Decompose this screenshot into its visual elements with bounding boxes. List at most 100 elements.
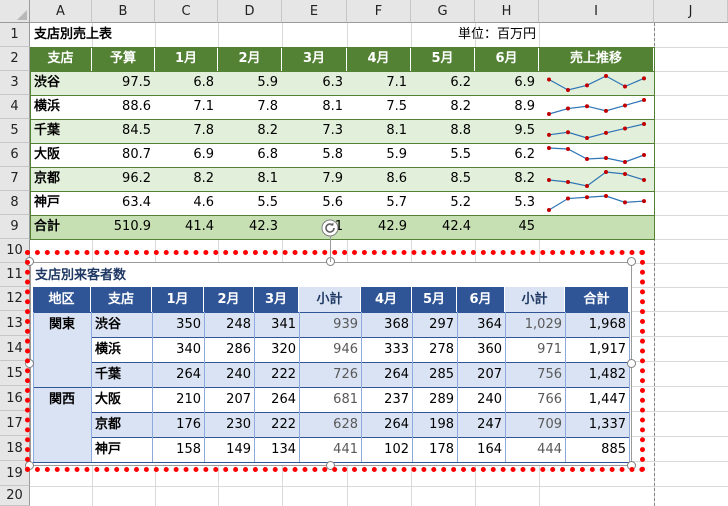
table1-month-cell[interactable]: 5.6: [282, 191, 347, 215]
table2-value-cell[interactable]: 264: [152, 362, 204, 387]
table1-month-cell[interactable]: 6.3: [282, 71, 347, 95]
table1-month-cell[interactable]: 8.6: [347, 167, 411, 191]
table2-value-cell[interactable]: 164: [457, 437, 505, 462]
column-header-c[interactable]: C: [155, 0, 218, 23]
row-header-8[interactable]: 8: [0, 191, 30, 215]
row-header-4[interactable]: 4: [0, 95, 30, 119]
table2-value-cell[interactable]: 285: [412, 362, 457, 387]
table2-value-cell[interactable]: 368: [361, 312, 412, 337]
table1-total-month[interactable]: 42.9: [347, 215, 411, 239]
table2-value-cell[interactable]: 1,337: [565, 412, 629, 437]
table1-month-cell[interactable]: 5.3: [475, 191, 539, 215]
column-header-j[interactable]: J: [654, 0, 728, 23]
row-header-20[interactable]: 20: [0, 486, 30, 506]
table1-month-cell[interactable]: 8.8: [411, 119, 475, 143]
table1-month-cell[interactable]: 7.8: [218, 95, 282, 119]
row-header-9[interactable]: 9: [0, 215, 30, 239]
table2-value-cell[interactable]: 946: [299, 337, 361, 362]
table2-branch-name[interactable]: 渋谷: [91, 312, 152, 337]
table1-budget-cell[interactable]: 80.7: [92, 143, 155, 167]
table2-value-cell[interactable]: 178: [412, 437, 457, 462]
table2-value-cell[interactable]: 628: [299, 412, 361, 437]
table2-value-cell[interactable]: 248: [204, 312, 254, 337]
table1-month-cell[interactable]: 6.2: [411, 71, 475, 95]
column-header-g[interactable]: G: [411, 0, 475, 23]
table1-month-cell[interactable]: 5.2: [411, 191, 475, 215]
table2-value-cell[interactable]: 1,029: [505, 312, 565, 337]
table1-month-cell[interactable]: 7.1: [347, 71, 411, 95]
table2-value-cell[interactable]: 207: [204, 387, 254, 412]
table2-value-cell[interactable]: 756: [505, 362, 565, 387]
table2-value-cell[interactable]: 222: [254, 412, 299, 437]
table2-value-cell[interactable]: 222: [254, 362, 299, 387]
table1-month-cell[interactable]: 8.1: [282, 95, 347, 119]
table1-budget-cell[interactable]: 96.2: [92, 167, 155, 191]
table1-month-cell[interactable]: 7.5: [347, 95, 411, 119]
table2-value-cell[interactable]: 240: [204, 362, 254, 387]
table2-branch-name[interactable]: 横浜: [91, 337, 152, 362]
table2-value-cell[interactable]: 210: [152, 387, 204, 412]
table2-value-cell[interactable]: 726: [299, 362, 361, 387]
column-header-i[interactable]: I: [539, 0, 654, 23]
table2-value-cell[interactable]: 149: [204, 437, 254, 462]
table2-value-cell[interactable]: 247: [457, 412, 505, 437]
table2-value-cell[interactable]: 340: [152, 337, 204, 362]
table2-value-cell[interactable]: 264: [254, 387, 299, 412]
table2-region-kanto[interactable]: 関東: [33, 312, 91, 387]
table2-branch-name[interactable]: 京都: [91, 412, 152, 437]
table2-value-cell[interactable]: 264: [361, 412, 412, 437]
table1-month-cell[interactable]: 7.9: [282, 167, 347, 191]
row-header-6[interactable]: 6: [0, 143, 30, 167]
select-all-corner[interactable]: [0, 0, 30, 23]
table1-total-label[interactable]: 合計: [30, 215, 92, 239]
column-header-a[interactable]: A: [30, 0, 92, 23]
column-header-e[interactable]: E: [282, 0, 347, 23]
table1-total-month[interactable]: 41.4: [155, 215, 218, 239]
table1-total-month[interactable]: 42.3: [218, 215, 282, 239]
table2-branch-name[interactable]: 大阪: [91, 387, 152, 412]
table2-value-cell[interactable]: 158: [152, 437, 204, 462]
table2-value-cell[interactable]: 939: [299, 312, 361, 337]
row-header-7[interactable]: 7: [0, 167, 30, 191]
table2-value-cell[interactable]: 176: [152, 412, 204, 437]
table2-value-cell[interactable]: 1,917: [565, 337, 629, 362]
table2-value-cell[interactable]: 289: [412, 387, 457, 412]
table2-value-cell[interactable]: 441: [299, 437, 361, 462]
table1-month-cell[interactable]: 5.8: [282, 143, 347, 167]
table1-branch-name[interactable]: 横浜: [30, 95, 92, 119]
table1-budget-cell[interactable]: 63.4: [92, 191, 155, 215]
table1-branch-name[interactable]: 神戸: [30, 191, 92, 215]
table2-value-cell[interactable]: 320: [254, 337, 299, 362]
table1-budget-cell[interactable]: 97.5: [92, 71, 155, 95]
table2-value-cell[interactable]: 971: [505, 337, 565, 362]
table2-value-cell[interactable]: 230: [204, 412, 254, 437]
table2-value-cell[interactable]: 237: [361, 387, 412, 412]
table1-month-cell[interactable]: 8.9: [475, 95, 539, 119]
table2-region-kansai[interactable]: 関西: [33, 387, 91, 462]
table1-branch-name[interactable]: 千葉: [30, 119, 92, 143]
row-header-3[interactable]: 3: [0, 71, 30, 95]
table1-month-cell[interactable]: 8.2: [155, 167, 218, 191]
table2-value-cell[interactable]: 198: [412, 412, 457, 437]
table2-branch-name[interactable]: 神戸: [91, 437, 152, 462]
table2-value-cell[interactable]: 240: [457, 387, 505, 412]
table1-month-cell[interactable]: 8.2: [411, 95, 475, 119]
table2-value-cell[interactable]: 333: [361, 337, 412, 362]
table2-value-cell[interactable]: 1,482: [565, 362, 629, 387]
row-header-5[interactable]: 5: [0, 119, 30, 143]
table1-month-cell[interactable]: 8.1: [347, 119, 411, 143]
table1-month-cell[interactable]: 8.1: [218, 167, 282, 191]
table1-branch-name[interactable]: 大阪: [30, 143, 92, 167]
table2-value-cell[interactable]: 134: [254, 437, 299, 462]
table1-total-sparkline-cell[interactable]: [539, 215, 654, 239]
table2-value-cell[interactable]: 1,447: [565, 387, 629, 412]
table2-value-cell[interactable]: 364: [457, 312, 505, 337]
table2-value-cell[interactable]: 444: [505, 437, 565, 462]
table2-value-cell[interactable]: 264: [361, 362, 412, 387]
table1-month-cell[interactable]: 6.2: [475, 143, 539, 167]
table1-total-month[interactable]: 42.4: [411, 215, 475, 239]
table1-branch-name[interactable]: 渋谷: [30, 71, 92, 95]
table1-month-cell[interactable]: 6.8: [155, 71, 218, 95]
table1-month-cell[interactable]: 5.5: [411, 143, 475, 167]
